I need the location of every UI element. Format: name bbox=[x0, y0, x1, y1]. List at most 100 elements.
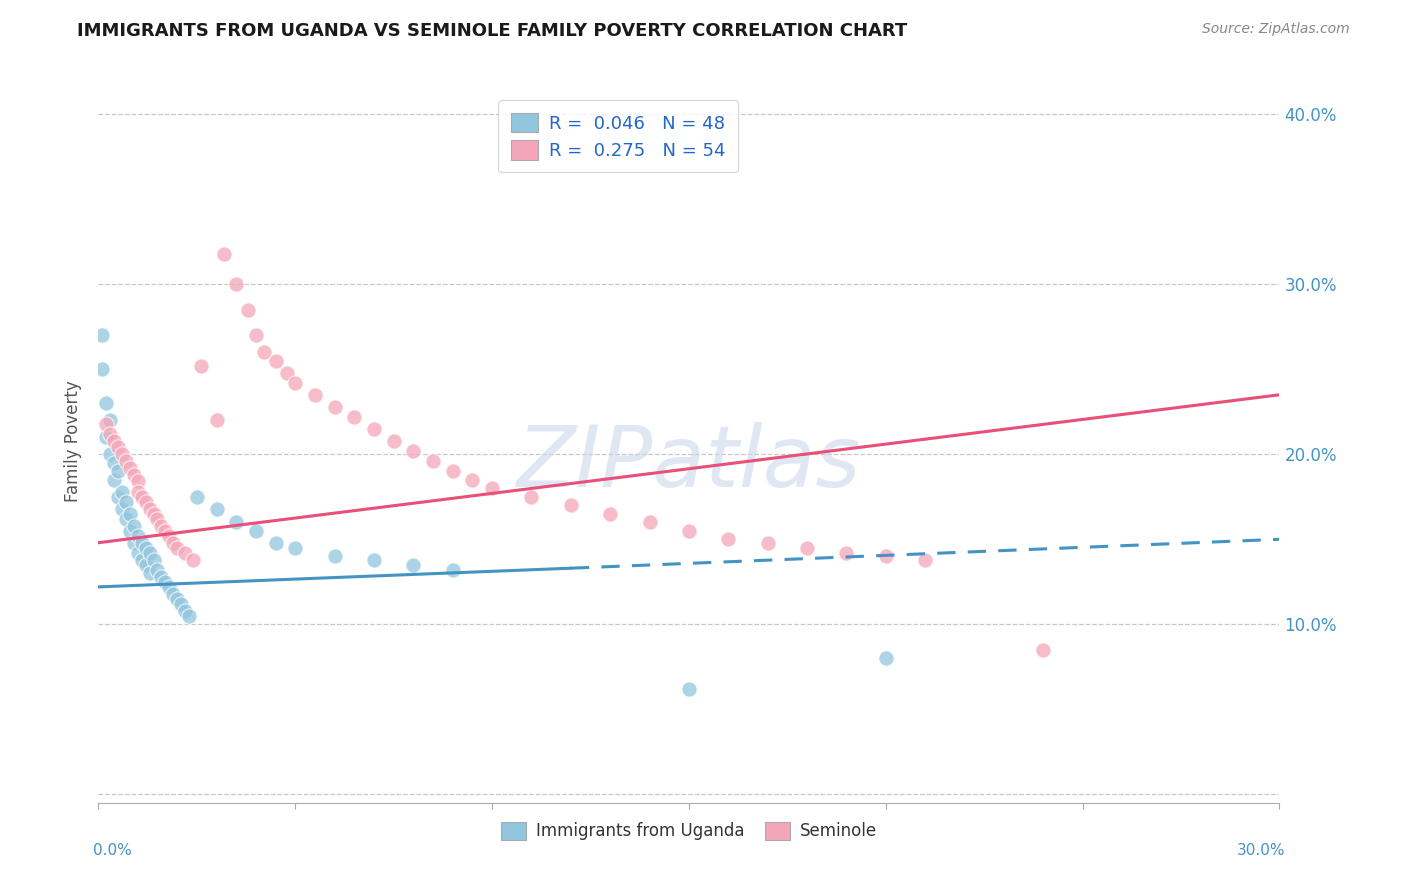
Point bbox=[96, 417, 118, 431]
Point bbox=[98, 413, 121, 427]
Point bbox=[186, 490, 208, 504]
Point bbox=[115, 495, 138, 509]
Point bbox=[225, 277, 247, 292]
Point bbox=[481, 481, 503, 495]
Point bbox=[142, 552, 165, 566]
Point bbox=[127, 484, 149, 499]
Point bbox=[264, 535, 287, 549]
Point bbox=[118, 461, 141, 475]
Point bbox=[157, 580, 180, 594]
Point bbox=[363, 422, 385, 436]
Point bbox=[245, 328, 267, 343]
Point bbox=[166, 591, 188, 606]
Point bbox=[284, 541, 307, 555]
Point bbox=[135, 495, 157, 509]
Point bbox=[138, 501, 160, 516]
Point bbox=[142, 507, 165, 521]
Point bbox=[103, 456, 125, 470]
Point bbox=[276, 366, 298, 380]
Point bbox=[214, 246, 236, 260]
Point bbox=[138, 546, 160, 560]
Point bbox=[402, 443, 425, 458]
Point bbox=[1032, 642, 1054, 657]
Point bbox=[181, 552, 204, 566]
Point bbox=[127, 475, 149, 489]
Point bbox=[162, 587, 184, 601]
Point bbox=[520, 490, 543, 504]
Point bbox=[264, 353, 287, 368]
Point bbox=[461, 473, 484, 487]
Point bbox=[422, 454, 444, 468]
Y-axis label: Family Poverty: Family Poverty bbox=[65, 381, 83, 502]
Point bbox=[796, 541, 818, 555]
Text: IMMIGRANTS FROM UGANDA VS SEMINOLE FAMILY POVERTY CORRELATION CHART: IMMIGRANTS FROM UGANDA VS SEMINOLE FAMIL… bbox=[77, 22, 908, 40]
Point bbox=[155, 524, 177, 538]
Point bbox=[98, 447, 121, 461]
Point bbox=[177, 608, 200, 623]
Point bbox=[323, 549, 346, 564]
Point bbox=[111, 501, 134, 516]
Point bbox=[205, 501, 228, 516]
Point bbox=[304, 388, 326, 402]
Point bbox=[118, 507, 141, 521]
Point bbox=[205, 413, 228, 427]
Point bbox=[174, 546, 197, 560]
Point bbox=[190, 359, 212, 373]
Point bbox=[103, 473, 125, 487]
Point bbox=[343, 409, 366, 424]
Point bbox=[122, 518, 145, 533]
Point bbox=[146, 512, 169, 526]
Point bbox=[678, 681, 700, 696]
Point bbox=[170, 597, 193, 611]
Point bbox=[756, 535, 779, 549]
Text: ZIPatlas: ZIPatlas bbox=[517, 422, 860, 505]
Point bbox=[174, 604, 197, 618]
Point bbox=[138, 566, 160, 581]
Point bbox=[96, 396, 118, 410]
Point bbox=[122, 467, 145, 482]
Point bbox=[157, 529, 180, 543]
Text: Source: ZipAtlas.com: Source: ZipAtlas.com bbox=[1202, 22, 1350, 37]
Point bbox=[717, 533, 740, 547]
Point bbox=[131, 490, 153, 504]
Point bbox=[127, 529, 149, 543]
Point bbox=[402, 558, 425, 572]
Point bbox=[162, 535, 184, 549]
Point bbox=[560, 498, 582, 512]
Point bbox=[284, 376, 307, 390]
Point bbox=[441, 464, 464, 478]
Point bbox=[135, 558, 157, 572]
Point bbox=[96, 430, 118, 444]
Point bbox=[150, 570, 173, 584]
Point bbox=[131, 552, 153, 566]
Point bbox=[363, 552, 385, 566]
Point bbox=[150, 518, 173, 533]
Point bbox=[103, 434, 125, 448]
Point bbox=[91, 328, 114, 343]
Point bbox=[91, 362, 114, 376]
Point bbox=[323, 400, 346, 414]
Point bbox=[127, 546, 149, 560]
Point bbox=[115, 454, 138, 468]
Point bbox=[122, 535, 145, 549]
Point bbox=[245, 524, 267, 538]
Point bbox=[875, 549, 897, 564]
Point bbox=[155, 574, 177, 589]
Point bbox=[118, 524, 141, 538]
Point bbox=[107, 464, 129, 478]
Point bbox=[146, 563, 169, 577]
Point bbox=[107, 490, 129, 504]
Point bbox=[382, 434, 405, 448]
Point bbox=[225, 516, 247, 530]
Point bbox=[599, 507, 621, 521]
Point bbox=[131, 535, 153, 549]
Point bbox=[166, 541, 188, 555]
Point bbox=[638, 516, 661, 530]
Point bbox=[875, 651, 897, 665]
Text: 0.0%: 0.0% bbox=[93, 843, 131, 857]
Point bbox=[253, 345, 276, 359]
Point bbox=[115, 512, 138, 526]
Point bbox=[441, 563, 464, 577]
Point bbox=[236, 302, 259, 317]
Point bbox=[914, 552, 936, 566]
